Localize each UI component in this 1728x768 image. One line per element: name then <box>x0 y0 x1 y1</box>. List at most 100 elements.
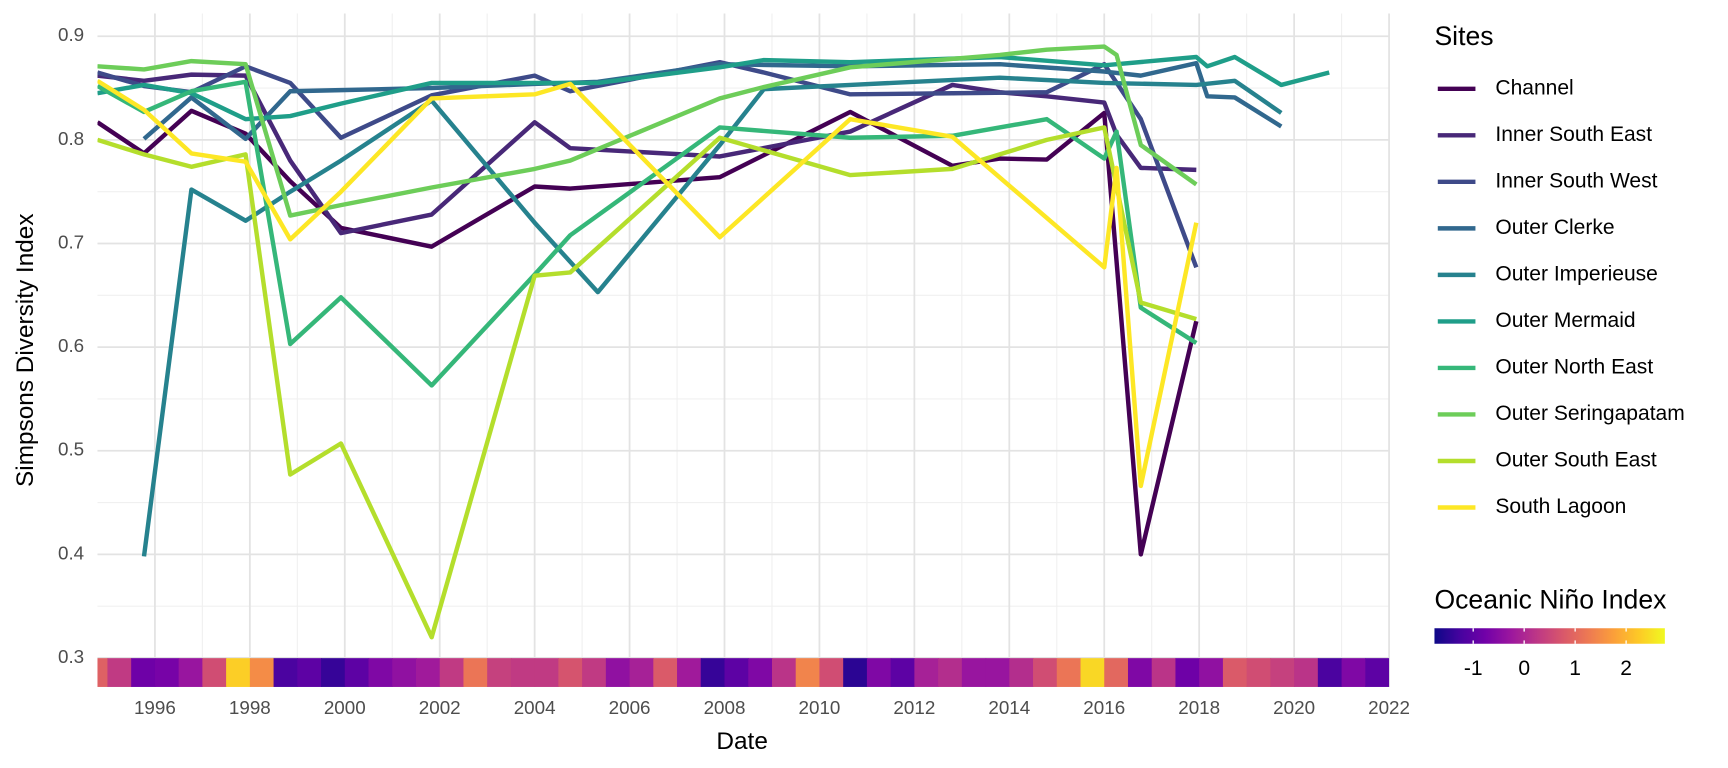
series-line <box>142 60 1283 142</box>
oni-cell <box>97 658 109 687</box>
oni-cell <box>605 658 631 687</box>
oni-cell <box>890 658 916 687</box>
x-tick-label: 1998 <box>229 697 271 718</box>
oni-cell <box>178 658 204 687</box>
y-tick-label: 0.7 <box>58 231 84 252</box>
colorbar-tick-label: 1 <box>1569 657 1581 680</box>
oni-cell <box>487 658 512 687</box>
legend-label: Outer South East <box>1495 449 1656 472</box>
oni-cell <box>344 658 370 687</box>
series-line <box>97 72 1197 236</box>
oni-cell <box>795 658 821 687</box>
legend-label: South Lagoon <box>1495 495 1626 518</box>
oni-cell <box>1222 658 1248 687</box>
oni-strip <box>97 658 1390 687</box>
oni-cell <box>1294 658 1319 687</box>
y-tick-label: 0.6 <box>58 335 84 356</box>
oni-cell <box>724 658 749 687</box>
legend-label: Outer Mermaid <box>1495 309 1635 332</box>
oni-cell <box>961 658 987 687</box>
oni-cell <box>510 658 536 687</box>
oni-cell <box>748 658 773 687</box>
oni-cell <box>819 658 844 687</box>
grid <box>97 13 1390 687</box>
oni-cell <box>107 658 132 687</box>
oni-cell <box>866 658 892 687</box>
oni-cell <box>321 658 346 687</box>
oni-cell <box>463 658 488 687</box>
oni-cell <box>700 658 726 687</box>
y-tick-label: 0.5 <box>58 439 84 460</box>
oni-cell <box>226 658 251 687</box>
oni-cell <box>653 658 678 687</box>
oni-cell <box>1033 658 1058 687</box>
lines <box>97 44 1330 640</box>
x-tick-label: 2022 <box>1368 697 1410 718</box>
oni-cell <box>558 658 583 687</box>
x-tick-label: 2004 <box>514 697 556 718</box>
oni-cell <box>938 658 963 687</box>
oni-cell <box>914 658 939 687</box>
oni-cell <box>392 658 417 687</box>
oni-cell <box>771 658 797 687</box>
y-tick-label: 0.9 <box>58 24 84 45</box>
y-tick-label: 0.8 <box>58 128 84 149</box>
x-tick-label: 1996 <box>134 697 176 718</box>
oni-cell <box>1270 658 1295 687</box>
oni-cell <box>368 658 393 687</box>
oni-cell <box>1317 658 1343 687</box>
oni-cell <box>534 658 560 687</box>
oni-cell <box>439 658 465 687</box>
oni-cell <box>1199 658 1224 687</box>
x-tick-label: 2010 <box>799 697 841 718</box>
series-line <box>97 78 1199 489</box>
oni-cell <box>202 658 227 687</box>
oni-cell <box>677 658 702 687</box>
oni-cell <box>985 658 1010 687</box>
series-line <box>97 54 1330 122</box>
x-tick-label: 2018 <box>1178 697 1220 718</box>
x-tick-label: 2002 <box>419 697 461 718</box>
y-tick-label: 0.4 <box>58 542 84 563</box>
y-tick-label: 0.3 <box>58 646 84 667</box>
oni-cell <box>297 658 322 687</box>
oni-cell <box>1175 658 1200 687</box>
x-tick-label: 2008 <box>704 697 746 718</box>
oni-cell <box>131 658 156 687</box>
oni-cell <box>1056 658 1082 687</box>
series-line <box>97 125 1197 640</box>
legend-label: Channel <box>1495 76 1573 99</box>
x-axis-label: Date <box>716 728 767 755</box>
y-axis-label: Simpsons Diversity Index <box>12 213 39 486</box>
oni-cell <box>1151 658 1177 687</box>
oni-cell <box>249 658 275 687</box>
legend-label: Inner South East <box>1495 123 1652 146</box>
colorbar-tick-label: -1 <box>1464 657 1483 680</box>
oni-cell <box>1365 658 1390 687</box>
colorbar <box>1434 628 1665 644</box>
oni-cell <box>154 658 180 687</box>
legend-label: Outer North East <box>1495 356 1653 379</box>
oni-cell <box>1104 658 1129 687</box>
legend-label: Outer Imperieuse <box>1495 262 1657 285</box>
legend-label: Outer Clerke <box>1495 216 1614 239</box>
oni-cell <box>273 658 298 687</box>
oni-cell <box>582 658 607 687</box>
oni-cell <box>1080 658 1105 687</box>
colorbar-tick-label: 2 <box>1620 657 1632 680</box>
legend-title: Sites <box>1434 21 1493 51</box>
oni-cell <box>1127 658 1153 687</box>
oni-cell <box>1009 658 1034 687</box>
colorbar-tick-label: 0 <box>1518 657 1530 680</box>
x-tick-label: 2020 <box>1273 697 1315 718</box>
oni-cell <box>629 658 654 687</box>
legend-label: Inner South West <box>1495 169 1657 192</box>
oni-cell <box>415 658 441 687</box>
x-tick-label: 2016 <box>1083 697 1125 718</box>
legend-label: Outer Seringapatam <box>1495 402 1684 425</box>
x-tick-label: 2006 <box>609 697 651 718</box>
x-tick-label: 2014 <box>988 697 1030 718</box>
series-line <box>97 44 1198 218</box>
oni-cell <box>843 658 868 687</box>
